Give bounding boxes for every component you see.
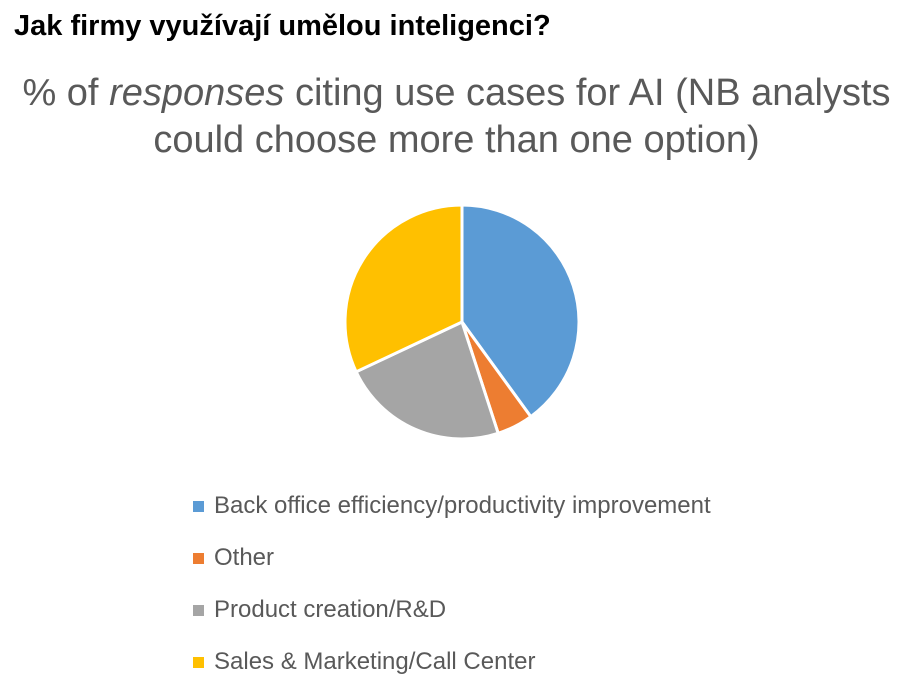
pie-slice-sales-marketing <box>343 203 464 374</box>
chart-title-part-1: % of <box>22 72 110 114</box>
chart-title: % of responses citing use cases for AI (… <box>0 70 913 164</box>
legend-label-back-office: Back office efficiency/productivity impr… <box>214 492 711 519</box>
chart-title-italic-part: responses <box>109 72 285 114</box>
legend-swatch-product-creation <box>193 604 204 616</box>
legend-item-back-office: Back office efficiency/productivity impr… <box>193 480 711 532</box>
legend-item-product-creation: Product creation/R&D <box>193 584 711 636</box>
legend-swatch-sales-marketing <box>193 656 204 668</box>
chart-title-part-3: citing use cases for AI (NB analysts <box>284 72 891 114</box>
pie-slice-back-office <box>460 203 581 419</box>
legend-item-sales-marketing: Sales & Marketing/Call Center <box>193 636 711 688</box>
legend-item-other: Other <box>193 532 711 584</box>
legend-label-product-creation: Product creation/R&D <box>214 596 447 623</box>
pie-slice-product-creation <box>354 320 500 441</box>
legend-label-sales-marketing: Sales & Marketing/Call Center <box>214 648 536 675</box>
page-heading: Jak firmy využívají umělou inteligenci? <box>14 10 551 42</box>
legend-label-other: Other <box>214 544 275 571</box>
chart-legend: Back office efficiency/productivity impr… <box>193 480 711 688</box>
chart-title-line-2: could choose more than one option) <box>153 119 760 161</box>
pie-chart <box>343 203 581 441</box>
chart-title-line-1: % of responses citing use cases for AI (… <box>0 70 913 117</box>
legend-swatch-other <box>193 552 204 564</box>
legend-swatch-back-office <box>193 500 204 512</box>
